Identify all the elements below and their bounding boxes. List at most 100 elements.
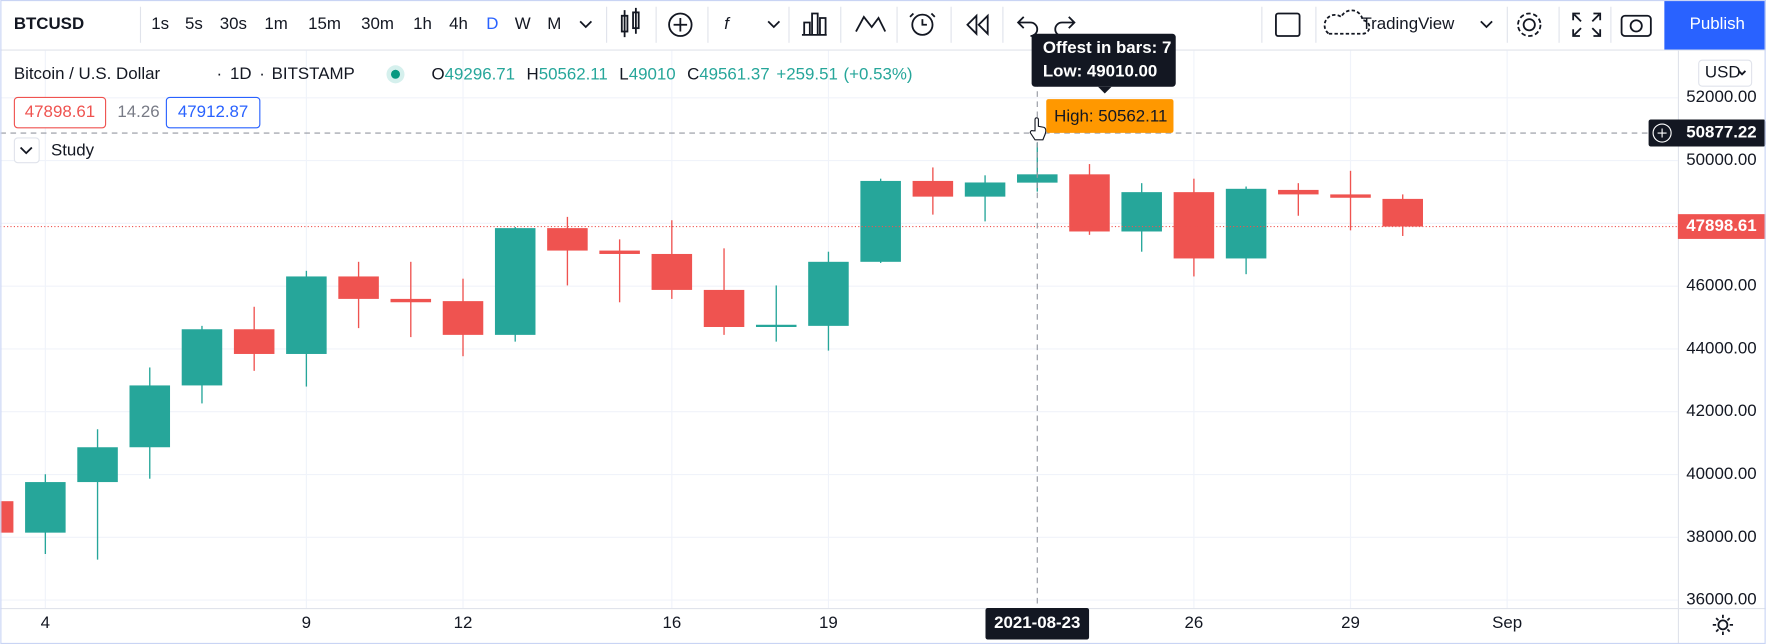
interval-button[interactable]: 5s	[185, 14, 203, 33]
interval-button[interactable]: 1s	[151, 14, 169, 33]
ohlc-value: 49010	[629, 65, 676, 84]
indicators-button[interactable]	[668, 12, 693, 37]
change-pct: (+0.53%)	[844, 65, 913, 84]
currency-label[interactable]: USD	[1705, 63, 1741, 82]
alert-button[interactable]	[909, 12, 936, 36]
y-tick-label: 44000.00	[1686, 338, 1756, 357]
x-tick-label: 29	[1341, 613, 1360, 632]
candle-body	[1330, 194, 1371, 198]
cloud-icon	[1323, 9, 1371, 35]
ohlc-value: 49296.71	[445, 65, 515, 84]
interval-button[interactable]: 1h	[413, 14, 432, 33]
high-label-box	[1046, 99, 1174, 133]
publish-button[interactable]	[1664, 0, 1766, 50]
compare-button[interactable]	[855, 15, 887, 32]
candle-body	[964, 182, 1006, 197]
candle-body	[547, 228, 588, 251]
symbol-button[interactable]: BTCUSD	[14, 14, 84, 33]
interval-button[interactable]: M	[547, 14, 561, 33]
y-tick-label: 52000.00	[1686, 87, 1756, 106]
settings-button[interactable]	[1517, 12, 1542, 37]
screenshot-button[interactable]	[1620, 14, 1652, 37]
layout-dropdown[interactable]	[1480, 20, 1493, 29]
candle-body	[494, 228, 536, 335]
interval-button[interactable]: 30m	[361, 14, 394, 33]
candle-body	[442, 301, 484, 335]
x-tick-label: Sep	[1492, 613, 1522, 632]
fx-dropdown[interactable]	[767, 20, 781, 29]
crosshair-date-label: 2021-08-23	[994, 613, 1080, 632]
crosshair-date-box	[985, 607, 1090, 640]
candle-body	[1382, 198, 1423, 227]
x-tick-label: 16	[662, 613, 681, 632]
study-toggle[interactable]	[13, 137, 40, 164]
templates-button[interactable]	[801, 12, 827, 36]
symbol-name: Bitcoin / U.S. Dollar	[14, 64, 161, 83]
add-alert-button[interactable]	[1652, 123, 1672, 143]
cursor-hand	[1029, 117, 1047, 141]
exchange: BITSTAMP	[272, 64, 355, 83]
high-label: High: 50562.11	[1054, 107, 1167, 126]
candle-body	[129, 385, 171, 448]
candle-body	[808, 261, 849, 326]
bid-price[interactable]: 47898.61	[25, 102, 95, 121]
interval-button[interactable]: 30s	[220, 14, 247, 33]
fullscreen-button[interactable]	[1572, 12, 1602, 37]
axis-settings-button[interactable]	[1712, 614, 1734, 635]
candle-body	[651, 253, 693, 290]
chart-type-button[interactable]	[620, 7, 640, 38]
candle-body	[0, 501, 14, 533]
candle-body	[77, 447, 118, 483]
currency-chevron	[1738, 70, 1747, 76]
candle-body	[286, 276, 327, 354]
y-tick-label: 38000.00	[1686, 527, 1756, 546]
add-alert-plus[interactable]	[1657, 128, 1667, 138]
crosshair-price-label: 50877.22	[1686, 122, 1756, 141]
x-tick-label: 9	[302, 613, 311, 632]
study-label: Study	[51, 140, 95, 159]
interval-button[interactable]: D	[486, 14, 498, 33]
ohlc-legend: O49296.71 H50562.11 L49010 C49561.37 +259…	[432, 65, 913, 84]
ohlc-value: 50562.11	[539, 65, 608, 84]
layout-button[interactable]	[1275, 12, 1301, 37]
bid-box[interactable]	[13, 96, 107, 129]
x-tick-label: 19	[819, 613, 838, 632]
market-status-dot	[390, 69, 400, 79]
x-tick-label: 26	[1185, 613, 1204, 632]
replay-button[interactable]	[966, 13, 989, 36]
candle-body	[755, 324, 797, 327]
candle-body	[390, 298, 432, 303]
ask-box[interactable]	[165, 96, 261, 129]
interval-button[interactable]: 1m	[264, 14, 287, 33]
intervals-dropdown[interactable]	[579, 20, 593, 29]
candle-body	[1017, 174, 1058, 183]
x-tick-label: 12	[454, 613, 473, 632]
interval-button[interactable]: 4h	[449, 14, 468, 33]
interval-button[interactable]: 15m	[308, 14, 341, 33]
y-tick-label: 42000.00	[1686, 401, 1756, 420]
candle-body	[338, 276, 379, 299]
tooltip	[1031, 33, 1176, 87]
ohlc-label: C	[687, 65, 699, 84]
ohlc-label: O	[432, 65, 445, 84]
candle-body	[1121, 192, 1162, 232]
last-price-box	[1677, 214, 1766, 239]
interval-button[interactable]: W	[515, 14, 531, 33]
x-tick-label: 4	[41, 613, 50, 632]
ask-price[interactable]: 47912.87	[178, 102, 248, 121]
legend-interval: 1D	[230, 64, 252, 83]
publish-label[interactable]: Publish	[1690, 14, 1745, 33]
candle-body	[860, 180, 901, 262]
candle-body	[1173, 192, 1215, 259]
layout-name[interactable]: TradingView	[1361, 14, 1455, 33]
dot-separator: ·	[259, 64, 265, 83]
currency-button[interactable]	[1698, 59, 1753, 87]
fx-icon[interactable]: f	[724, 14, 731, 33]
y-tick-label: 46000.00	[1686, 276, 1756, 295]
candle-body	[1069, 174, 1110, 232]
candle-body	[233, 329, 275, 354]
study-chevron[interactable]	[19, 146, 33, 155]
